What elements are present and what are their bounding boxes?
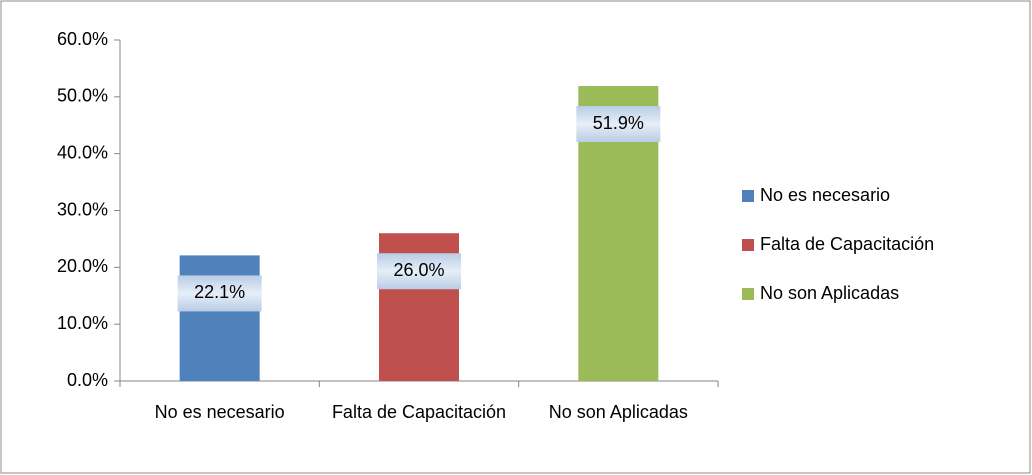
legend-swatch <box>742 288 754 300</box>
data-label-box <box>177 275 262 312</box>
y-tick-label: 30.0% <box>57 199 108 219</box>
data-label: 51.9% <box>593 113 644 133</box>
legend-label: No es necesario <box>760 185 890 205</box>
x-tick-label: No son Aplicadas <box>548 402 688 422</box>
y-tick-label: 10.0% <box>57 313 108 333</box>
y-tick-label: 40.0% <box>57 142 108 162</box>
y-tick-label: 60.0% <box>57 29 108 49</box>
data-label: 26.0% <box>393 260 444 280</box>
y-tick-label: 50.0% <box>57 86 108 106</box>
y-tick-label: 20.0% <box>57 256 108 276</box>
data-label: 22.1% <box>194 282 245 302</box>
legend-label: No son Aplicadas <box>760 283 899 303</box>
y-tick-label: 0.0% <box>67 370 108 390</box>
data-label-box <box>377 253 461 290</box>
x-tick-label: No es necesario <box>154 402 285 422</box>
legend-swatch <box>742 190 754 202</box>
x-tick-label: Falta de Capacitación <box>331 402 507 422</box>
bar <box>179 255 260 381</box>
legend-swatch <box>742 239 754 251</box>
data-label-box <box>576 106 661 143</box>
legend-label: Falta de Capacitación <box>760 234 934 254</box>
